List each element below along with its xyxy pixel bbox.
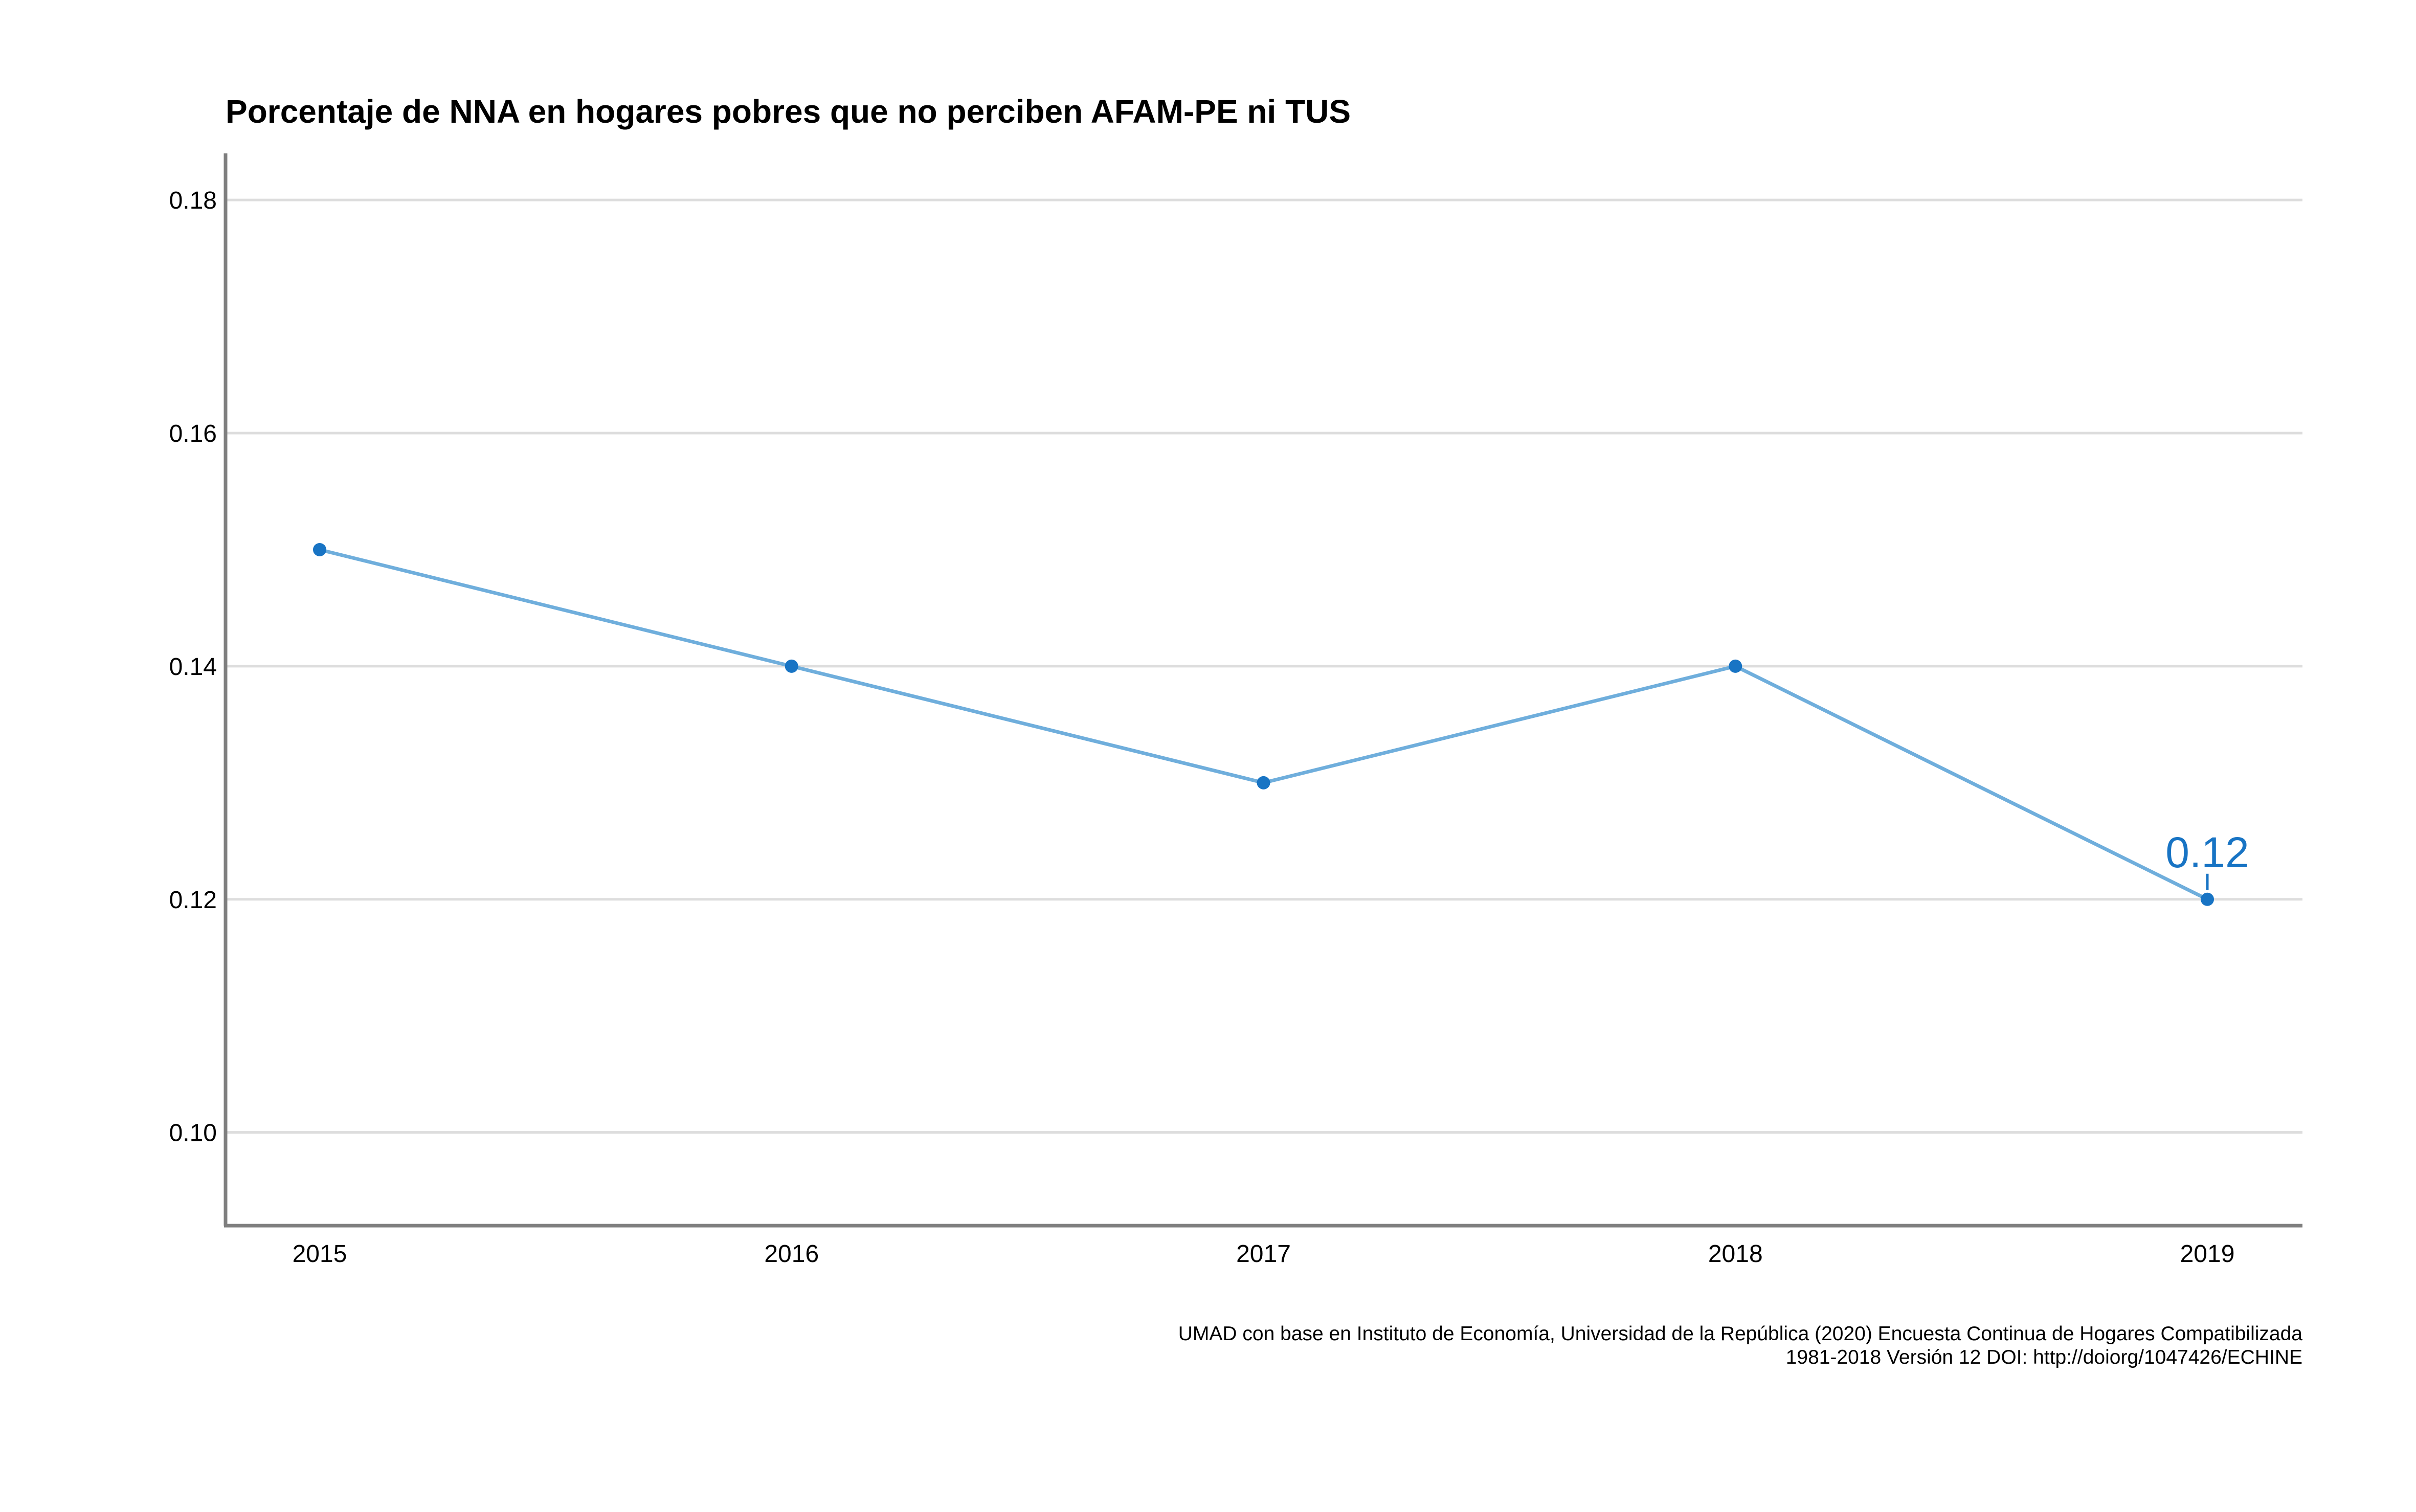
tick-labels: 0.10 0.12 0.14 0.16 0.18 2015 2016 2017 2018 2019 bbox=[169, 187, 2235, 1268]
x-tick-label: 2015 bbox=[293, 1240, 347, 1268]
y-tick-label: 0.10 bbox=[169, 1120, 217, 1147]
y-tick-label: 0.16 bbox=[169, 420, 217, 447]
annotations: 0.12 bbox=[2165, 828, 2249, 890]
y-tick-label: 0.14 bbox=[169, 653, 217, 681]
source-caption-line-2: 1981-2018 Versión 12 DOI: http://doiorg/… bbox=[1786, 1346, 2302, 1368]
x-tick-label: 2017 bbox=[1236, 1240, 1291, 1268]
data-point bbox=[1729, 659, 1742, 673]
series-layer bbox=[313, 543, 2214, 906]
y-tick-label: 0.18 bbox=[169, 187, 217, 214]
chart-title: Porcentaje de NNA en hogares pobres que … bbox=[226, 93, 1351, 130]
data-label: 0.12 bbox=[2165, 828, 2249, 876]
x-tick-label: 2019 bbox=[2180, 1240, 2235, 1268]
data-point bbox=[313, 543, 326, 556]
data-point bbox=[1257, 776, 1270, 789]
data-point bbox=[785, 659, 798, 673]
source-caption-line-1: UMAD con base en Instituto de Economía, … bbox=[1178, 1323, 2303, 1345]
x-tick-label: 2016 bbox=[764, 1240, 819, 1268]
y-tick-label: 0.12 bbox=[169, 887, 217, 914]
axes bbox=[223, 153, 2302, 1228]
gridlines bbox=[226, 198, 2302, 1134]
data-point bbox=[2201, 892, 2214, 906]
series-line bbox=[318, 548, 2209, 901]
x-tick-label: 2018 bbox=[1708, 1240, 1763, 1268]
